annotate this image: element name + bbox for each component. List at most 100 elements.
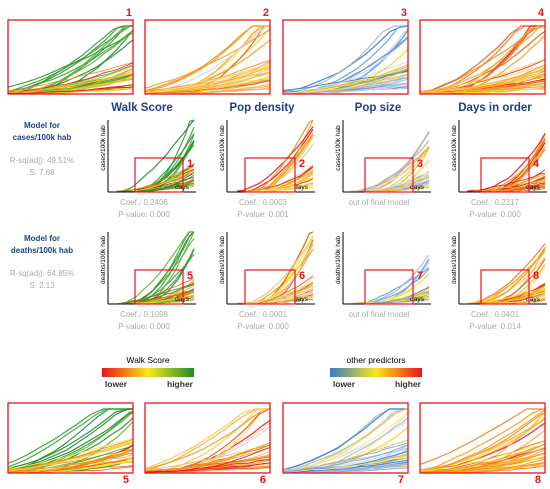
zoom-number: 5 bbox=[123, 474, 129, 486]
series-line bbox=[122, 119, 195, 192]
series-line bbox=[420, 409, 545, 473]
series-line bbox=[241, 172, 314, 192]
s-value: S: 7.68 bbox=[29, 168, 55, 177]
x-axis-label: days bbox=[175, 296, 189, 303]
panel-3: cases/100k hab days 3 out of final model bbox=[335, 120, 431, 207]
zoom-region-box bbox=[244, 157, 296, 193]
series-line bbox=[283, 413, 408, 472]
y-axis-label: cases/100k hab bbox=[451, 125, 458, 171]
y-axis-label: cases/100k hab bbox=[100, 125, 107, 171]
series-line bbox=[237, 285, 314, 304]
panel-number: 2 bbox=[299, 158, 305, 170]
series-line bbox=[283, 460, 408, 473]
series-line bbox=[117, 182, 195, 192]
zoom-region-box bbox=[480, 157, 530, 193]
y-axis-label: deaths/100k hab bbox=[335, 236, 342, 284]
legend-walk-score: Walk Score lower higher bbox=[102, 355, 194, 389]
panel-number: 3 bbox=[417, 158, 423, 170]
column-title: Pop density bbox=[229, 102, 295, 114]
zoom-frame bbox=[144, 402, 271, 474]
series-line bbox=[145, 64, 270, 93]
series-line bbox=[137, 174, 195, 192]
panel-8: deaths/100k hab days 8 Coef.: 0.0401 P-value… bbox=[451, 232, 547, 331]
labels-layer: Walk Score Pop density Pop size Days in ord… bbox=[10, 102, 533, 290]
y-axis-label: cases/100k hab bbox=[219, 125, 226, 171]
series-line bbox=[470, 250, 546, 304]
row-label: Model for bbox=[24, 234, 60, 243]
zoom-panel-5: 5 bbox=[7, 402, 134, 486]
panel-number: 7 bbox=[417, 270, 423, 282]
column-title: Pop size bbox=[355, 102, 402, 114]
panel-5: deaths/100k hab days 5 Coef.: 0.1098 P-value… bbox=[100, 231, 196, 331]
legend-colorbar bbox=[102, 368, 194, 377]
panel-7: deaths/100k hab days 7 out of final model bbox=[335, 232, 431, 319]
series-line bbox=[145, 29, 270, 89]
series-line bbox=[8, 452, 133, 473]
panel-number: 6 bbox=[299, 270, 305, 282]
pvalue-value: P-value: 0.014 bbox=[469, 322, 521, 331]
zoom-number: 8 bbox=[535, 474, 541, 486]
series-line bbox=[8, 440, 133, 472]
out-of-model-note: out of final model bbox=[349, 198, 410, 207]
series-line bbox=[145, 66, 270, 94]
y-axis-label: deaths/100k hab bbox=[100, 236, 107, 284]
panel-1: cases/100k hab days 1 Coef.: 0.2406 P-value:… bbox=[100, 119, 196, 219]
row-label: deaths/100k hab bbox=[11, 246, 73, 255]
zoom-panel-1: 1 bbox=[7, 7, 134, 95]
coef-value: Coef.: 0.2317 bbox=[471, 198, 520, 207]
zoom-panel-6: 6 bbox=[144, 402, 271, 486]
zoom-frame bbox=[419, 19, 546, 95]
series-line bbox=[283, 420, 408, 471]
series-line bbox=[130, 231, 194, 304]
zoom-region-box bbox=[134, 157, 184, 193]
s-value: S: 2.13 bbox=[29, 281, 55, 290]
series-line bbox=[420, 82, 545, 94]
series-line bbox=[251, 186, 314, 192]
series-line bbox=[253, 119, 314, 192]
series-line bbox=[283, 463, 408, 473]
zoom-frame bbox=[7, 402, 134, 474]
coef-value: Coef.: 0.0401 bbox=[471, 310, 520, 319]
series-line bbox=[366, 171, 430, 192]
legend-colorbar bbox=[330, 368, 422, 377]
zoom-number: 3 bbox=[401, 7, 407, 19]
panel-2: cases/100k hab days 2 Coef.: 0.0003 P-value:… bbox=[219, 119, 315, 219]
legend-title: Walk Score bbox=[126, 355, 169, 365]
series-line bbox=[8, 408, 133, 470]
pvalue-value: P-value: 0.000 bbox=[237, 322, 289, 331]
series-line bbox=[421, 70, 545, 94]
series-line bbox=[8, 438, 133, 472]
series-line bbox=[420, 443, 545, 472]
zoom-frame bbox=[282, 402, 409, 474]
zoom-region-box bbox=[364, 269, 414, 305]
zoom-panels-top: 1 2 3 4 bbox=[7, 7, 546, 95]
panel-6: deaths/100k hab days 6 Coef.: 0.0001 P-value… bbox=[219, 231, 315, 331]
series-line bbox=[283, 439, 408, 473]
series-line bbox=[420, 418, 545, 472]
series-line bbox=[10, 77, 133, 94]
series-line bbox=[8, 437, 133, 470]
series-line bbox=[467, 243, 546, 304]
series-line bbox=[241, 235, 314, 304]
coef-value: Coef.: 0.1098 bbox=[120, 310, 169, 319]
zoom-panel-8: 8 bbox=[419, 402, 546, 486]
series-line bbox=[360, 186, 430, 192]
series-line bbox=[257, 275, 314, 304]
series-line bbox=[116, 172, 195, 192]
series-line bbox=[491, 175, 546, 192]
series-line bbox=[285, 61, 408, 94]
series-line bbox=[420, 416, 545, 472]
series-line bbox=[8, 32, 133, 88]
x-axis-label: days bbox=[294, 184, 308, 191]
panel-number: 5 bbox=[187, 270, 193, 282]
x-axis-label: days bbox=[410, 296, 424, 303]
series-line bbox=[283, 78, 408, 94]
x-axis-label: days bbox=[175, 184, 189, 191]
column-title: Walk Score bbox=[111, 102, 173, 114]
series-line bbox=[22, 457, 133, 473]
row-label: cases/100k hab bbox=[13, 133, 72, 142]
zoom-region-box bbox=[134, 269, 184, 305]
zoom-number: 7 bbox=[398, 474, 404, 486]
series-line bbox=[283, 444, 408, 473]
